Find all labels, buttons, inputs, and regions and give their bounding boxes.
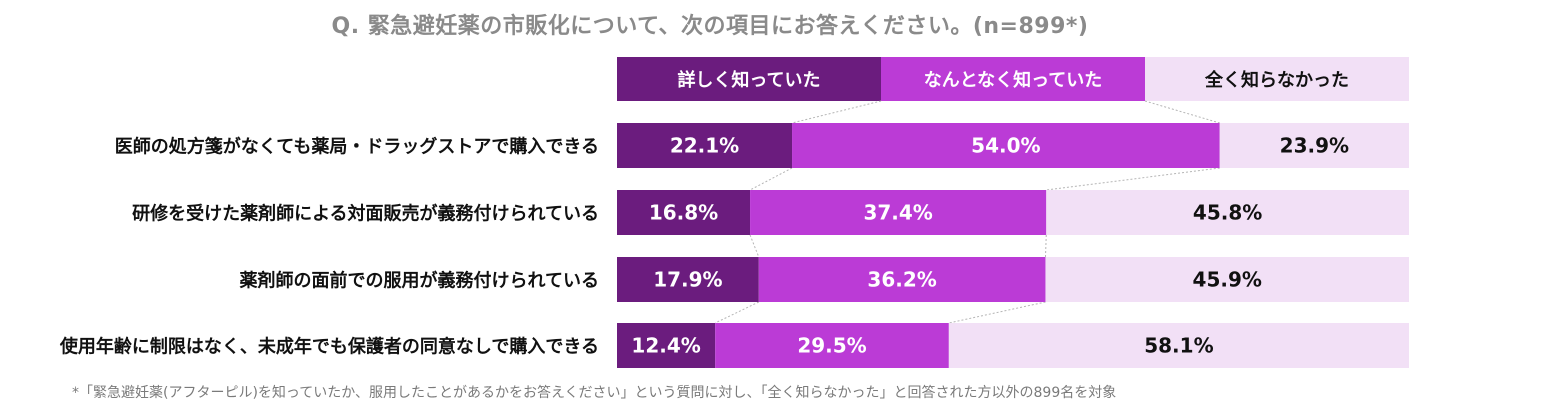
legend-label-3: 全く知らなかった bbox=[1204, 69, 1349, 91]
data-label-r2-s1: 16.8% bbox=[649, 201, 718, 225]
chart-title: Q. 緊急避妊薬の市販化について、次の項目にお答えください。(n=899*) bbox=[331, 14, 1089, 39]
bar-segment-r1-s3 bbox=[1219, 123, 1409, 168]
bar-segment-r2-s2 bbox=[750, 190, 1047, 235]
data-label-r1-s2: 54.0% bbox=[971, 134, 1040, 158]
bar-segment-r3-s1 bbox=[617, 257, 759, 302]
bar-segment-r4-s1 bbox=[617, 323, 716, 368]
bar-segment-r2-s3 bbox=[1046, 190, 1409, 235]
footnote: *「緊急避妊薬(アフターピル)を知っていたか、服用したことがあるかをお答えくださ… bbox=[72, 385, 1117, 401]
bar-segment-r4-s3 bbox=[948, 323, 1409, 368]
category-label-1: 医師の処方箋がなくても薬局・ドラッグストアで購入できる bbox=[115, 136, 599, 158]
legend-swatch-1 bbox=[617, 57, 881, 101]
data-label-r2-s3: 45.8% bbox=[1193, 201, 1262, 225]
connector-line bbox=[749, 167, 793, 191]
legend-label-2: なんとなく知っていた bbox=[924, 69, 1103, 91]
bar-segment-r1-s2 bbox=[792, 123, 1220, 168]
legend-swatch-3 bbox=[1145, 57, 1409, 101]
bar-segment-r2-s1 bbox=[617, 190, 751, 235]
data-label-r2-s2: 37.4% bbox=[863, 201, 932, 225]
bar-segment-r4-s2 bbox=[715, 323, 949, 368]
connector-line bbox=[714, 301, 759, 324]
connector-line bbox=[1046, 167, 1220, 191]
data-label-r1-s3: 23.9% bbox=[1280, 134, 1349, 158]
bar-segment-r1-s1 bbox=[617, 123, 793, 168]
legend-label-1: 詳しく知っていた bbox=[677, 69, 820, 91]
legend-swatch-2 bbox=[881, 57, 1145, 101]
connector-line bbox=[1044, 234, 1047, 258]
data-label-r3-s1: 17.9% bbox=[653, 268, 722, 292]
data-label-r3-s2: 36.2% bbox=[867, 268, 936, 292]
connector-line bbox=[749, 234, 760, 258]
data-label-r4-s3: 58.1% bbox=[1144, 334, 1213, 358]
data-label-r1-s1: 22.1% bbox=[670, 134, 739, 158]
data-label-r4-s2: 29.5% bbox=[797, 334, 866, 358]
data-label-r3-s3: 45.9% bbox=[1193, 268, 1262, 292]
connector-line bbox=[1144, 100, 1220, 124]
category-label-3: 薬剤師の面前での服用が義務付けられている bbox=[240, 270, 599, 292]
category-label-4: 使用年齢に制限はなく、未成年でも保護者の同意なしで購入できる bbox=[59, 336, 599, 358]
connector-line bbox=[948, 301, 1046, 324]
data-label-r4-s1: 12.4% bbox=[631, 334, 700, 358]
bar-segment-r3-s2 bbox=[758, 257, 1046, 302]
category-label-2: 研修を受けた薬剤師による対面販売が義務付けられている bbox=[132, 203, 599, 225]
bar-segment-r3-s3 bbox=[1045, 257, 1409, 302]
connector-line bbox=[791, 100, 882, 124]
